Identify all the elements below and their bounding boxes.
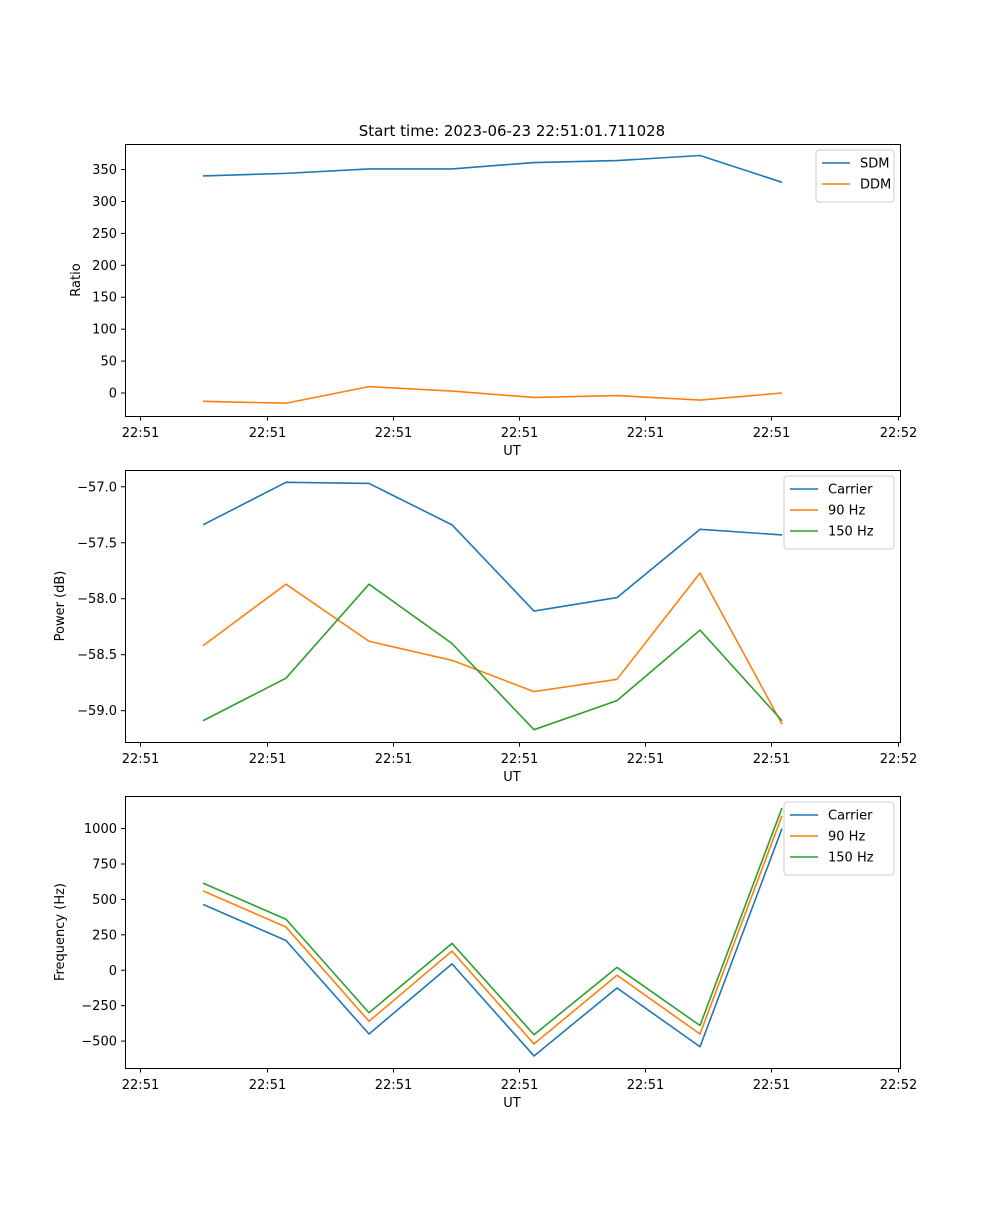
x-tick-label: 22:51 [375,426,412,441]
x-tick-label: 22:51 [501,1078,538,1093]
figure-title: Start time: 2023-06-23 22:51:01.711028 [359,122,665,140]
y-tick-label: 250 [92,928,117,943]
legend-label: SDM [860,157,889,172]
y-tick-label: −250 [81,999,117,1014]
x-tick-label: 22:51 [627,426,664,441]
y-axis-label: Ratio [69,263,84,296]
series-line-2-3 [203,584,782,730]
y-axis-label: Power (dB) [53,571,68,642]
y-tick-label: −57.0 [77,480,117,495]
y-tick-label: −57.5 [77,536,117,551]
series-line-2-2 [203,573,782,724]
x-axis-label: UT [503,1096,521,1111]
y-tick-label: −500 [81,1035,117,1050]
y-tick-label: −58.5 [77,648,117,663]
series-line-2-1 [203,482,782,611]
y-tick-label: −58.0 [77,592,117,607]
x-tick-label: 22:52 [880,1078,917,1093]
y-tick-label: 100 [92,323,117,338]
x-tick-label: 22:51 [501,426,538,441]
x-tick-label: 22:51 [375,1078,412,1093]
y-tick-label: 150 [92,291,117,306]
subplot-2: 22:51 22:51 22:51 22:51 22:51 22:51 22:52 −57.0… [53,471,917,786]
x-tick-label: 22:51 [501,752,538,767]
y-tick-label: 750 [92,858,117,873]
y-axis-label: Frequency (Hz) [53,883,68,981]
x-tick-label: 22:51 [753,426,790,441]
x-tick-label: 22:51 [753,1078,790,1093]
y-tick-label: −59.0 [77,704,117,719]
y-tick-label: 250 [92,227,117,242]
x-tick-label: 22:52 [880,752,917,767]
legend-label: 150 Hz [828,525,874,540]
x-tick-label: 22:51 [375,752,412,767]
x-tick-label: 22:51 [627,1078,664,1093]
y-tick-label: 0 [109,964,117,979]
legend-label: DDM [860,178,891,193]
x-tick-label: 22:51 [249,1078,286,1093]
x-tick-label: 22:51 [249,752,286,767]
legend-label: Carrier [828,483,873,498]
y-tick-label: 50 [100,355,117,370]
subplot-1: 22:51 22:51 22:51 22:51 22:51 22:51 22:52 0 50 10… [69,145,917,460]
y-tick-label: 1000 [84,822,117,837]
legend-label: 90 Hz [828,504,865,519]
x-tick-label: 22:51 [627,752,664,767]
x-tick-label: 22:51 [122,752,159,767]
series-line-1-1 [203,155,782,182]
y-tick-label: 0 [109,387,117,402]
x-tick-label: 22:51 [753,752,790,767]
y-tick-label: 300 [92,195,117,210]
y-tick-label: 200 [92,259,117,274]
y-tick-label: 350 [92,163,117,178]
legend-label: Carrier [828,809,873,824]
x-tick-label: 22:51 [249,426,286,441]
series-line-1-2 [203,387,782,404]
x-tick-label: 22:51 [122,426,159,441]
axes-frame-1 [126,145,901,417]
subplot-3: 22:51 22:51 22:51 22:51 22:51 22:51 22:52 −500 −… [53,797,917,1112]
y-tick-label: 500 [92,893,117,908]
x-tick-label: 22:51 [122,1078,159,1093]
x-axis-label: UT [503,770,521,785]
series-line-3-3 [203,808,782,1035]
legend-label: 150 Hz [828,851,874,866]
x-axis-label: UT [503,444,521,459]
x-tick-label: 22:52 [880,426,917,441]
legend-label: 90 Hz [828,830,865,845]
